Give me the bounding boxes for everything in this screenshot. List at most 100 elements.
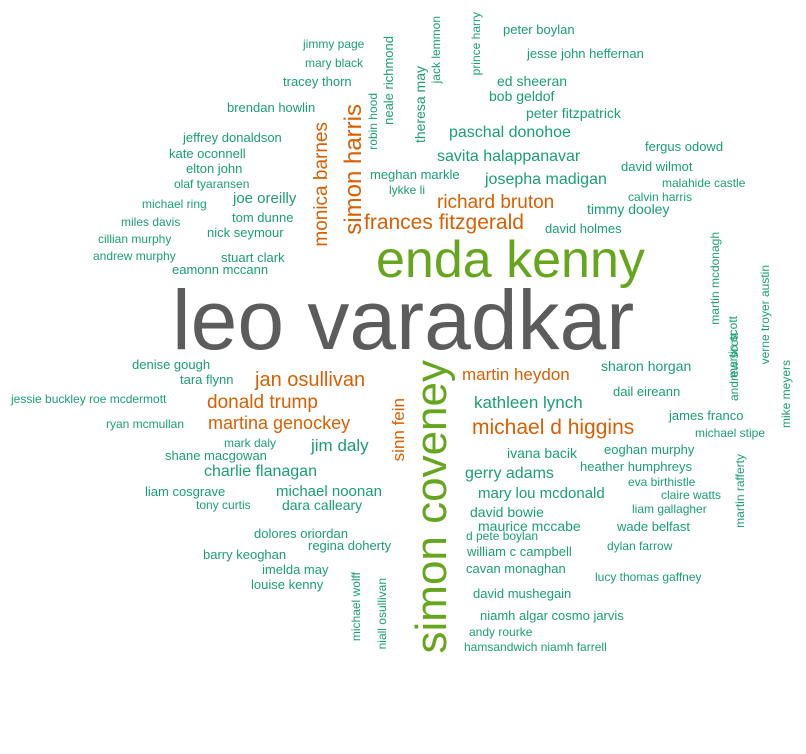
word-louise-kenny: louise kenny — [251, 577, 324, 592]
word-ed-sheeran: ed sheeran — [497, 73, 568, 89]
word-mary-lou-mcdonald: mary lou mcdonald — [478, 485, 605, 502]
word-william-c-campbell: william c campbell — [467, 544, 572, 559]
word-ryan-mcmullan: ryan mcmullan — [106, 417, 185, 431]
word-eoghan-murphy: eoghan murphy — [604, 442, 695, 457]
word-michael-d-higgins: michael d higgins — [472, 416, 635, 439]
word-dolores-oriordan: dolores oriordan — [254, 526, 348, 541]
word-jim-daly: jim daly — [311, 436, 369, 455]
word-malahide-castle: malahide castle — [662, 176, 746, 190]
word-jessie-buckley-roe-mcdermott: jessie buckley roe mcdermott — [11, 392, 167, 406]
word-prince-harry: prince harry — [469, 12, 483, 76]
word-michael-ring: michael ring — [142, 197, 207, 211]
word-fergus-odowd: fergus odowd — [645, 139, 724, 154]
word-timmy-dooley: timmy dooley — [587, 201, 670, 217]
word-michael-noonan: michael noonan — [276, 483, 382, 500]
word-niamh-algar-cosmo-jarvis: niamh algar cosmo jarvis — [480, 608, 624, 623]
word-d-pete-boylan: d pete boylan — [466, 529, 539, 543]
word-shane-macgowan: shane macgowan — [165, 448, 267, 463]
word-dara-calleary: dara calleary — [282, 497, 363, 513]
word-elton-john: elton john — [186, 161, 243, 176]
word-frances-fitzgerald: frances fitzgerald — [364, 211, 524, 234]
word-james-franco: james franco — [669, 408, 744, 423]
word-donald-trump: donald trump — [207, 392, 318, 413]
word-enda-kenny: enda kenny — [376, 231, 645, 289]
word-joe-oreilly: joe oreilly — [233, 190, 297, 207]
word-eva-birthistle: eva birthistle — [628, 475, 696, 489]
word-mike-meyers: mike meyers — [779, 360, 793, 429]
word-mary-black: mary black — [305, 56, 364, 70]
word-tony-curtis: tony curtis — [196, 498, 251, 512]
word-cavan-monaghan: cavan monaghan — [466, 561, 566, 576]
word-maurice-mccabe: maurice mccabe — [478, 518, 581, 534]
word-barry-keoghan: barry keoghan — [203, 547, 287, 562]
word-peter-fitzpatrick: peter fitzpatrick — [526, 105, 621, 121]
word-michael-stipe: michael stipe — [695, 426, 766, 440]
word-martin-rafferty: martin rafferty — [733, 454, 747, 528]
word-jack-lemmon: jack lemmon — [429, 16, 443, 84]
word-richard-bruton: richard bruton — [437, 192, 555, 213]
word-andrew-murphy: andrew murphy — [93, 249, 176, 263]
word-tom-dunne: tom dunne — [232, 210, 294, 225]
word-robin-hood: robin hood — [366, 93, 380, 150]
word-lucy-thomas-gaffney: lucy thomas gaffney — [595, 570, 702, 584]
word-sinn-fein: sinn fein — [389, 398, 408, 462]
word-hamsandwich-niamh-farrell: hamsandwich niamh farrell — [464, 640, 607, 654]
word-paschal-donohoe: paschal donohoe — [449, 124, 571, 141]
word-niall-osullivan: niall osullivan — [375, 578, 389, 650]
word-tracey-thorn: tracey thorn — [283, 74, 352, 89]
word-david-wilmot: david wilmot — [621, 159, 693, 174]
word-brendan-howlin: brendan howlin — [227, 100, 316, 115]
word-savita-halappanavar: savita halappanavar — [437, 148, 581, 165]
word-nick-seymour: nick seymour — [207, 225, 284, 240]
word-leo-varadkar: leo varadkar — [172, 273, 635, 367]
word-david-bowie: david bowie — [470, 504, 544, 520]
word-verne-troyer-austin: verne troyer austin — [758, 265, 772, 365]
word-eamonn-mccann: eamonn mccann — [172, 262, 269, 277]
word-bob-geldof: bob geldof — [489, 88, 555, 104]
word-dylan-farrow: dylan farrow — [607, 539, 673, 553]
word-liam-cosgrave: liam cosgrave — [145, 484, 226, 499]
word-david-holmes: david holmes — [545, 221, 622, 236]
word-tara-flynn: tara flynn — [180, 372, 234, 387]
word-dail-eireann: dail eireann — [613, 384, 681, 399]
word-josepha-madigan: josepha madigan — [485, 171, 607, 188]
word-liam-gallagher: liam gallagher — [632, 502, 707, 516]
word-cillian-murphy: cillian murphy — [98, 232, 172, 246]
word-martin-mcdonagh: martin mcdonagh — [708, 232, 722, 325]
word-andy-rourke: andy rourke — [469, 625, 533, 639]
word-olaf-tyaransen: olaf tyaransen — [174, 177, 250, 191]
word-sharon-horgan: sharon horgan — [601, 358, 692, 374]
word-wade-belfast: wade belfast — [617, 519, 690, 534]
word-jeffrey-donaldson: jeffrey donaldson — [183, 130, 282, 145]
word-jan-osullivan: jan osullivan — [255, 369, 366, 391]
word-michael-wolff: michael wolff — [349, 572, 363, 642]
word-simon-harris: simon harris — [340, 104, 367, 235]
word-kate-oconnell: kate oconnell — [169, 146, 246, 161]
word-kathleen-lynch: kathleen lynch — [474, 393, 583, 412]
word-charlie-flanagan: charlie flanagan — [204, 463, 317, 480]
word-martin-heydon: martin heydon — [462, 365, 570, 384]
word-miles-davis: miles davis — [121, 215, 181, 229]
word-regina-doherty: regina doherty — [308, 538, 392, 553]
word-claire-watts: claire watts — [661, 488, 722, 502]
word-jesse-john-heffernan: jesse john heffernan — [527, 46, 644, 61]
word-simon-coveney: simon coveney — [407, 360, 456, 654]
word-denise-gough: denise gough — [132, 357, 211, 372]
word-jimmy-page: jimmy page — [303, 37, 365, 51]
word-neale-richmond: neale richmond — [381, 36, 396, 125]
word-heather-humphreys: heather humphreys — [580, 459, 693, 474]
word-andrew-scott: andrew scott — [727, 333, 741, 402]
word-david-mushegain: david mushegain — [473, 586, 572, 601]
word-mark-daly: mark daly — [224, 436, 277, 450]
word-monica-barnes: monica barnes — [311, 122, 332, 247]
word-calvin-harris: calvin harris — [628, 190, 693, 204]
word-imelda-may: imelda may — [262, 562, 329, 577]
word-meghan-markle: meghan markle — [370, 167, 460, 182]
word-peter-boylan: peter boylan — [503, 22, 575, 37]
word-lykke-li: lykke li — [389, 183, 426, 197]
word-martina-genockey: martina genockey — [208, 413, 351, 433]
word-stuart-clark: stuart clark — [221, 250, 285, 265]
word-theresa-may: theresa may — [412, 66, 428, 144]
word-ivana-bacik: ivana bacik — [507, 445, 578, 461]
